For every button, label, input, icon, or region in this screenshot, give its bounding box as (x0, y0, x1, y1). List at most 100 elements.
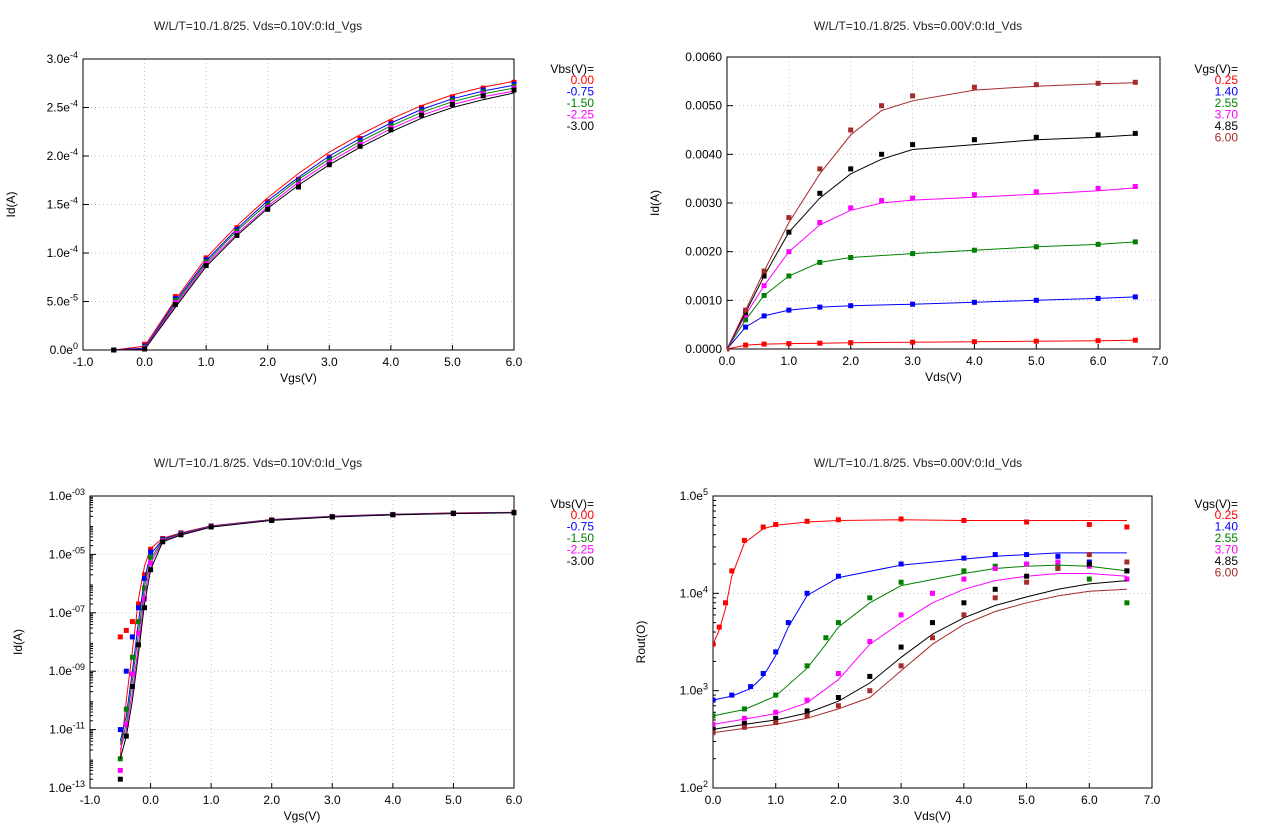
y-tick-label: 2.0e-4 (47, 147, 78, 163)
data-point-0.25 (716, 624, 722, 630)
y-axis-label: Id(A) (11, 629, 25, 655)
fit-line--1.50 (113, 87, 515, 351)
data-point-4.85 (1033, 134, 1039, 140)
x-tick-label: 3.0 (904, 354, 921, 368)
x-tick-label: -1.0 (73, 355, 94, 369)
data-point-3.70 (761, 283, 767, 289)
data-point--3.00 (326, 162, 332, 168)
x-tick-label: 5.0 (444, 355, 461, 369)
data-point-4.85 (930, 620, 935, 626)
data-point--2.25 (129, 671, 135, 677)
data-point-4.85 (992, 586, 998, 592)
fit-line--2.25 (119, 512, 515, 751)
y-tick-exponent: -5 (70, 293, 78, 303)
data-point-3.70 (961, 576, 967, 582)
data-point--1.50 (129, 654, 135, 660)
data-point-2.55 (1033, 244, 1039, 250)
data-point-4.85 (867, 673, 873, 679)
data-point-0.00 (148, 546, 154, 552)
data-point-1.40 (1095, 295, 1101, 301)
data-point-3.70 (930, 590, 935, 596)
legend-entry: 1.40 (1215, 85, 1239, 99)
data-point--1.50 (123, 706, 129, 712)
data-point--3.00 (136, 642, 141, 648)
data-point-6.00 (1124, 559, 1130, 565)
y-tick-mantissa: 1.5e (47, 198, 71, 212)
data-point-4.85 (773, 715, 779, 721)
legend-entry: 0.25 (1215, 508, 1239, 522)
data-point-4.85 (804, 708, 810, 714)
legend: Vbs(V)=0.00-0.75-1.50-2.25-3.00 (550, 62, 594, 133)
chart-title: W/L/T=10./1.8/25. Vds=0.10V:0:Id_Vgs (154, 19, 362, 33)
plot-frame (712, 495, 1153, 789)
data-point--0.75 (148, 549, 154, 555)
y-tick-label: 1.0e-03 (49, 487, 85, 503)
data-point-4.85 (971, 137, 977, 143)
data-point--3.00 (111, 347, 117, 353)
fit-line--3.00 (113, 92, 515, 351)
data-point-2.55 (773, 692, 779, 698)
y-tick-label: 5.0e-5 (47, 293, 78, 309)
x-tick-label: 0.0 (719, 354, 736, 368)
data-point-6.00 (1055, 566, 1061, 571)
legend-entry: -0.75 (567, 520, 595, 534)
data-point-1.40 (729, 692, 735, 698)
data-point-1.40 (785, 620, 791, 626)
data-point--3.00 (178, 532, 184, 538)
x-tick-label: 3.0 (893, 793, 910, 807)
data-point--3.00 (265, 206, 271, 212)
legend-entry: -3.00 (567, 554, 595, 568)
y-tick-label: 2.5e-4 (47, 99, 78, 115)
data-point--3.00 (449, 102, 455, 108)
legend-entry: 0.00 (571, 73, 595, 87)
x-tick-label: 2.0 (263, 793, 280, 807)
data-point--2.25 (148, 560, 154, 566)
fit-line--2.25 (113, 90, 515, 351)
data-point--3.00 (388, 127, 394, 133)
data-point-1.40 (748, 684, 754, 690)
legend-title: Vgs(V)= (1194, 62, 1238, 76)
y-tick-exponent: -4 (70, 99, 78, 109)
data-point-0.25 (1132, 337, 1138, 343)
data-point-1.40 (773, 649, 779, 655)
data-point--3.00 (129, 684, 135, 689)
data-point-0.25 (1124, 524, 1130, 530)
y-tick-mantissa: 0.0060 (685, 50, 722, 64)
data-point-2.55 (713, 713, 716, 719)
data-point-0.25 (971, 339, 977, 345)
data-point--3.00 (234, 233, 240, 238)
data-point-6.00 (930, 635, 935, 641)
data-point--2.25 (117, 767, 123, 773)
y-tick-exponent: -4 (70, 244, 78, 254)
data-point--2.25 (123, 722, 129, 727)
data-point-2.55 (817, 259, 823, 265)
data-point--3.00 (329, 514, 335, 520)
data-point-4.85 (1132, 130, 1138, 136)
data-point-4.85 (1086, 561, 1092, 567)
data-point-2.55 (823, 635, 829, 641)
data-point-2.55 (786, 273, 792, 279)
data-point-4.85 (898, 644, 904, 650)
data-point-6.00 (761, 268, 767, 274)
data-point-3.70 (848, 205, 854, 211)
data-point--3.00 (511, 510, 517, 516)
data-point-3.70 (1132, 184, 1138, 189)
y-tick-exponent: -03 (72, 487, 85, 497)
legend-entry: 0.00 (571, 508, 595, 522)
x-tick-label: 4.0 (385, 793, 402, 807)
data-point-2.55 (898, 579, 904, 585)
data-point-1.40 (1024, 552, 1030, 558)
data-point-1.40 (804, 590, 810, 596)
data-point-1.40 (898, 561, 904, 567)
legend-entry: 0.25 (1215, 73, 1239, 87)
data-point-0.25 (1095, 338, 1101, 344)
data-point-6.00 (867, 688, 873, 694)
data-point--3.00 (160, 539, 166, 545)
data-point-3.70 (1024, 561, 1030, 567)
x-tick-label: 6.0 (506, 793, 523, 807)
data-point-3.70 (786, 249, 792, 255)
legend-entry: 3.70 (1215, 543, 1239, 557)
data-point-1.40 (817, 304, 823, 310)
data-point-6.00 (727, 346, 730, 352)
